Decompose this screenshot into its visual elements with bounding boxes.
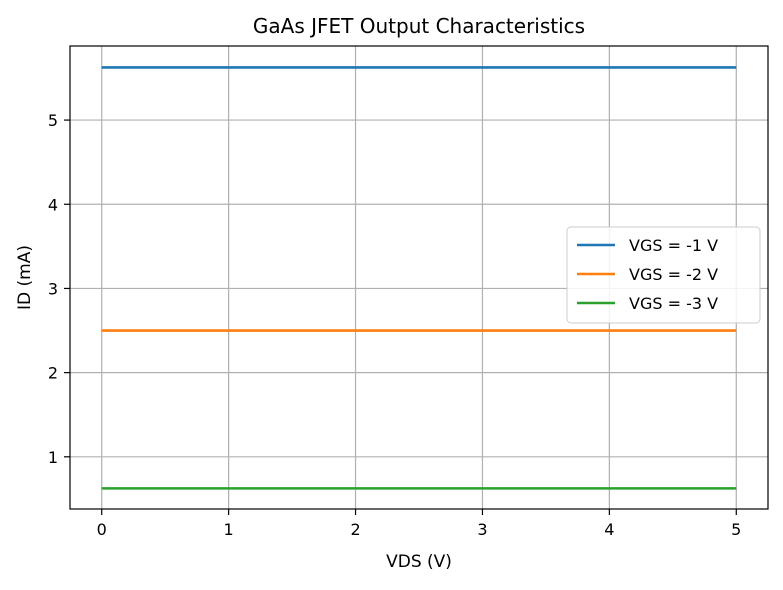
- axis-ticks: 0 1 2 3 4 5 1 2 3 4 5: [48, 111, 742, 539]
- y-tick-label: 1: [48, 448, 58, 467]
- legend-label: VGS = -3 V: [629, 294, 718, 313]
- legend: VGS = -1 V VGS = -2 V VGS = -3 V: [566, 226, 761, 324]
- x-tick-label: 2: [350, 520, 360, 539]
- series-layer: [101, 66, 737, 490]
- y-tick-label: 4: [48, 195, 58, 214]
- x-tick-label: 5: [731, 520, 741, 539]
- y-tick-label: 3: [48, 279, 58, 298]
- x-tick-label: 0: [97, 520, 107, 539]
- x-tick-label: 3: [477, 520, 487, 539]
- x-tick-label: 1: [224, 520, 234, 539]
- legend-label: VGS = -1 V: [629, 236, 718, 255]
- x-axis-label: VDS (V): [386, 552, 452, 572]
- y-tick-label: 2: [48, 364, 58, 383]
- legend-box: [566, 226, 761, 324]
- y-axis-label: ID (mA): [15, 245, 35, 310]
- legend-label: VGS = -2 V: [629, 265, 718, 284]
- x-tick-label: 4: [604, 520, 614, 539]
- y-tick-label: 5: [48, 111, 58, 130]
- chart-title: GaAs JFET Output Characteristics: [253, 14, 585, 38]
- plot-frame: [69, 45, 769, 510]
